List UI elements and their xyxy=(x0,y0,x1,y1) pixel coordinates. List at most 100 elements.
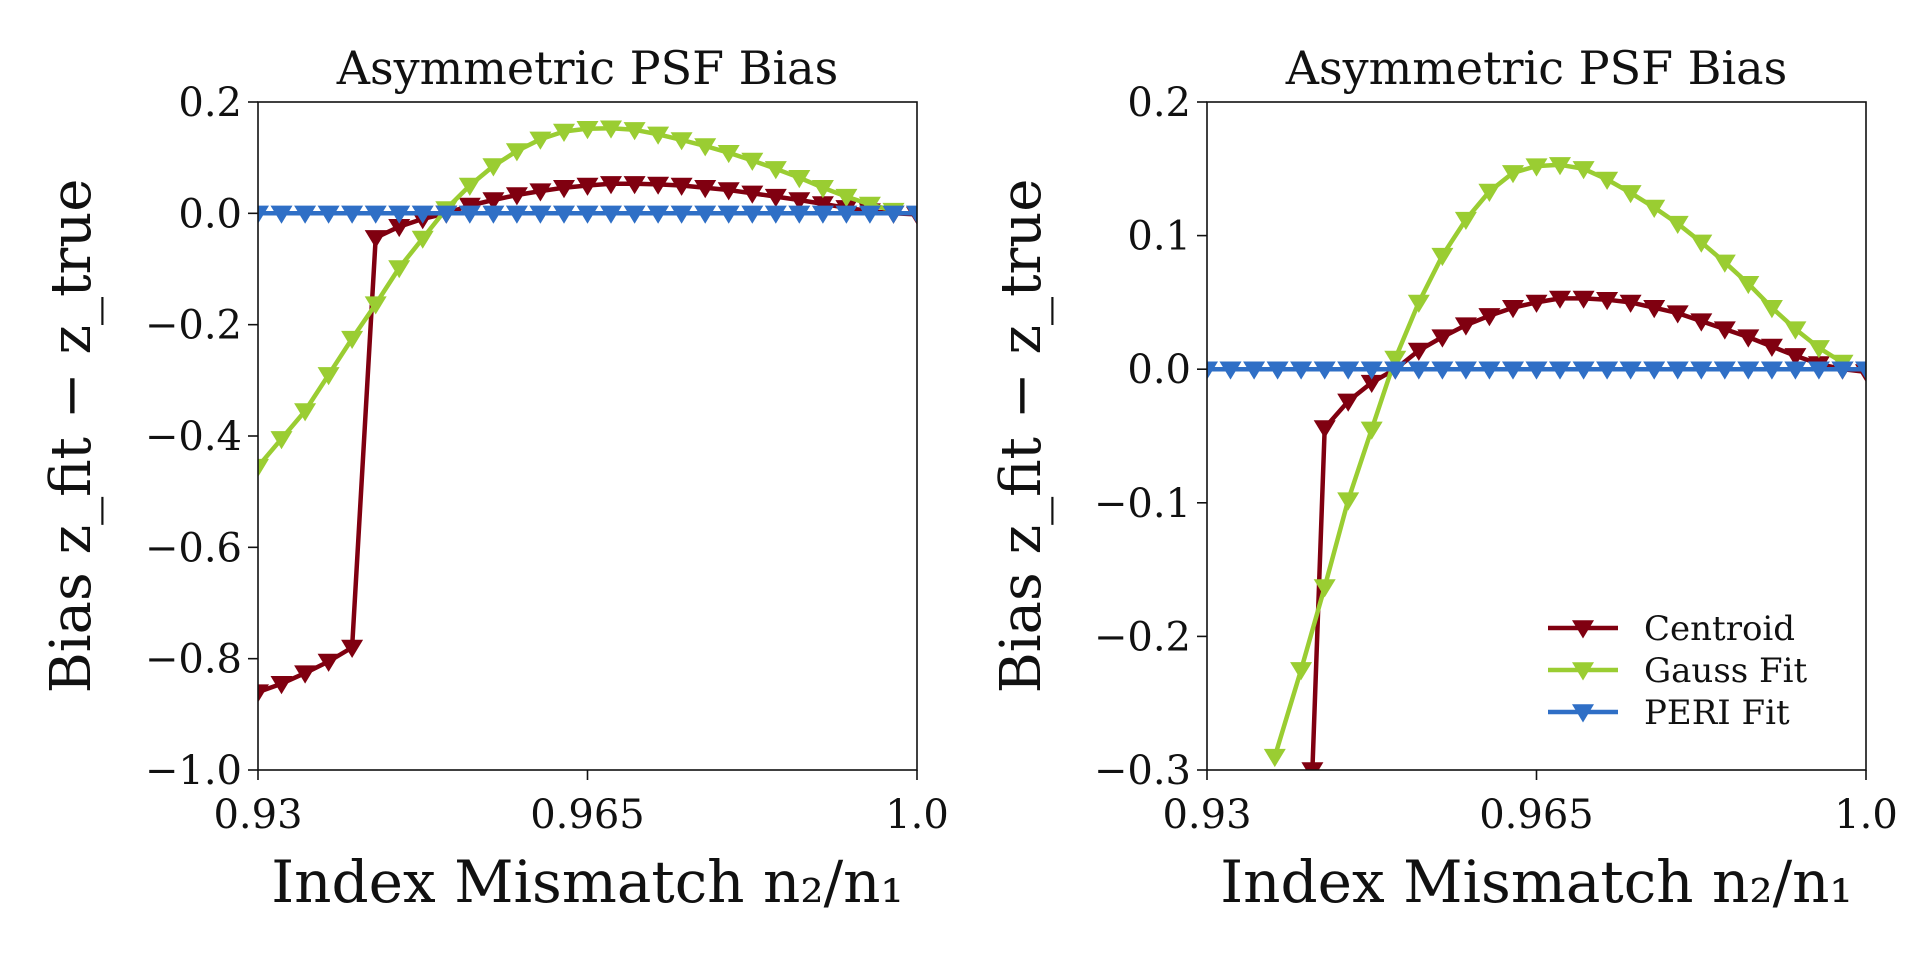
data-point xyxy=(811,205,834,224)
data-point xyxy=(1572,161,1595,180)
data-point xyxy=(1360,374,1383,393)
data-point xyxy=(741,205,764,224)
data-point xyxy=(1454,211,1477,230)
data-point xyxy=(1525,294,1548,313)
data-point xyxy=(1502,300,1524,319)
data-point xyxy=(623,205,646,224)
data-point xyxy=(906,205,917,224)
series-centroid xyxy=(258,176,917,703)
data-point xyxy=(1549,361,1571,380)
data-point xyxy=(388,260,411,279)
data-point xyxy=(1263,748,1286,768)
data-point xyxy=(1478,183,1501,202)
data-point xyxy=(1360,361,1383,380)
data-point xyxy=(1596,292,1619,311)
data-point xyxy=(1525,361,1548,380)
data-point xyxy=(835,188,858,208)
data-point xyxy=(764,161,787,180)
data-point xyxy=(317,653,340,672)
y-tick-label: 0.1 xyxy=(1127,214,1191,260)
y-tick-label: 0.2 xyxy=(178,80,242,126)
legend-label: Centroid xyxy=(1644,609,1795,649)
data-point xyxy=(505,205,528,224)
data-point xyxy=(1572,361,1595,380)
data-point xyxy=(1337,393,1360,412)
data-point xyxy=(294,665,317,684)
data-point xyxy=(600,120,622,139)
data-point xyxy=(1549,290,1571,309)
data-point xyxy=(364,296,387,315)
data-point xyxy=(270,431,293,450)
data-point xyxy=(1313,420,1336,439)
y-axis-label: Bias z_fit − z_true xyxy=(989,179,1054,694)
data-point xyxy=(1337,492,1360,511)
data-point xyxy=(458,177,481,196)
data-point xyxy=(388,205,411,224)
data-point xyxy=(341,205,364,224)
y-tick-label: −0.3 xyxy=(1094,748,1191,794)
data-point xyxy=(717,145,740,164)
data-point xyxy=(670,177,693,196)
data-point xyxy=(623,176,646,195)
data-point xyxy=(1431,329,1454,348)
data-point xyxy=(1690,234,1713,253)
data-point xyxy=(1855,361,1866,380)
data-point xyxy=(1454,317,1477,336)
legend-label: Gauss Fit xyxy=(1644,651,1807,691)
x-tick-label: 0.93 xyxy=(1162,792,1251,838)
chart-title: Asymmetric PSF Bias xyxy=(1285,41,1787,95)
data-point xyxy=(529,131,552,150)
data-point xyxy=(317,205,340,224)
series-peri-fit xyxy=(1207,361,1866,380)
x-axis-label: Index Mismatch n₂/n₁ xyxy=(1220,848,1852,916)
data-point xyxy=(647,176,670,195)
y-tick-label: −0.2 xyxy=(145,303,242,349)
y-tick-label: 0.2 xyxy=(1127,80,1191,126)
data-point xyxy=(1690,361,1713,380)
data-point xyxy=(811,196,834,215)
data-point xyxy=(1643,361,1666,380)
data-point xyxy=(1784,361,1807,380)
data-point xyxy=(458,205,481,224)
data-point xyxy=(1502,361,1524,380)
y-tick-label: −0.4 xyxy=(145,414,242,460)
data-point xyxy=(811,180,834,199)
data-point xyxy=(1807,340,1830,359)
y-tick-label: −1.0 xyxy=(145,748,242,794)
data-point xyxy=(764,205,787,224)
data-point xyxy=(1478,308,1501,327)
data-point xyxy=(647,126,670,145)
data-point xyxy=(1619,294,1642,313)
data-point xyxy=(1407,361,1430,380)
data-point xyxy=(1713,321,1736,340)
data-point xyxy=(647,205,670,224)
data-point xyxy=(1301,762,1324,770)
data-point xyxy=(1243,361,1266,380)
data-point xyxy=(1666,361,1689,380)
data-point xyxy=(364,205,387,224)
data-point xyxy=(553,123,575,142)
data-point xyxy=(1407,342,1430,361)
data-point xyxy=(1713,361,1736,380)
series-gauss-fit xyxy=(258,120,905,478)
series-gauss-fit xyxy=(1263,157,1854,768)
data-point xyxy=(1784,321,1807,340)
x-tick-label: 0.965 xyxy=(530,792,645,838)
chart-title: Asymmetric PSF Bias xyxy=(336,41,838,95)
series-line xyxy=(258,125,895,469)
data-point xyxy=(294,205,317,224)
data-point xyxy=(694,138,717,157)
data-point xyxy=(1502,165,1524,184)
data-point xyxy=(1219,361,1242,380)
data-point xyxy=(1207,361,1218,380)
data-point xyxy=(1313,361,1336,380)
data-point xyxy=(1596,361,1619,380)
data-point xyxy=(1619,361,1642,380)
data-point xyxy=(1337,361,1360,380)
data-point xyxy=(694,180,717,199)
data-point xyxy=(505,143,528,162)
data-point xyxy=(364,230,387,249)
y-tick-label: −0.8 xyxy=(145,637,242,683)
data-point xyxy=(1478,361,1501,380)
